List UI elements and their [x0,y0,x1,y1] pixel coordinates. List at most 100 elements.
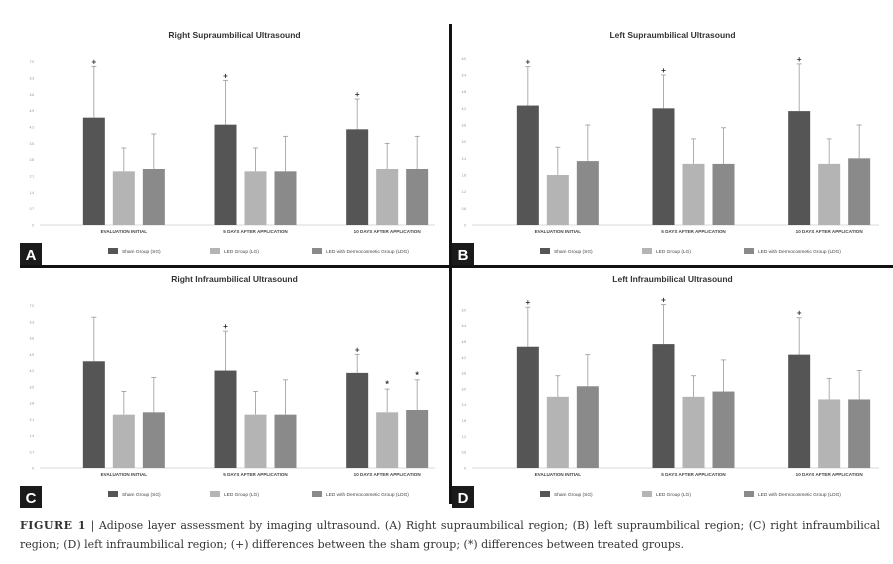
panel-a-bar [82,117,105,225]
panel-b-ytick-label: 0 [464,224,466,228]
panel-b-bar [682,163,705,225]
panel-b-title: Left Supraumbilical Ultrasound [609,30,735,40]
panel-c-ytick-label: 2.1 [30,418,35,422]
panel-a-legend-swatch [312,248,322,254]
panel-d-ytick-label: 0.6 [462,451,467,455]
panel-a-ytick-label: 5.6 [30,93,35,97]
panel-a-legend-label: Sham Group (SG) [122,249,161,255]
panel-a-category-label: EVALUATION INITIAL [101,229,148,234]
panel-d-ytick-label: 4.2 [462,356,467,360]
panel-d-letter: D [458,490,469,507]
panel-b-category-label: EVALUATION INITIAL [535,229,582,234]
panel-d-chart: Left Infraumbilical Ultrasound 0 0.6 1.2 1.8… [452,274,879,508]
panel-d-bar [516,346,539,468]
panel-b-legend-label: LED with Dermocosmetic Group (LDG) [758,249,841,255]
panel-a-category-label: 5 DAYS AFTER APPLICATION [223,229,288,234]
panel-a-bar [274,171,297,225]
panel-d-ytick-label: 2.4 [462,403,467,407]
panel-d-bar [712,391,735,468]
panel-b-category-label: 5 DAYS AFTER APPLICATION [661,229,726,234]
panel-c-letter-box [20,486,42,508]
panel-a-ytick-label: 2.1 [30,175,35,179]
panel-d-legend-swatch [642,491,652,497]
panel-b-ytick-label: 3.0 [462,140,467,144]
panel-a-bar [406,169,429,225]
panel-d-bar [546,396,569,468]
caption-label: FIGURE 1 [20,519,87,532]
panel-d-bar [682,396,705,468]
panel-b-bar [576,161,599,225]
panel-a-ytick-label: 4.2 [30,126,35,130]
panel-a-ytick-label: 2.8 [30,158,35,162]
panel-d-ytick-label: 1.8 [462,419,467,423]
panel-a-significance-marker: + [223,71,228,80]
panel-d-ytick-label: 0 [464,467,466,471]
panel-b-bar [546,175,569,225]
panel-b-bar [652,108,675,225]
horizontal-divider [20,265,893,268]
panel-d-legend-label: LED with Dermocosmetic Group (LDG) [758,492,841,498]
panel-d-ytick-label: 4.8 [462,340,467,344]
panel-b-significance-marker: + [661,66,666,75]
panel-b-bar [516,105,539,225]
panel-a-bar [214,124,237,225]
panel-d-significance-marker: + [525,298,530,307]
panel-c-bar [244,414,267,468]
panel-b-legend-swatch [642,248,652,254]
panel-a-legend-label: LED Group (LG) [224,249,259,255]
panel-d-bar [652,344,675,468]
panel-b-significance-marker: + [797,55,802,64]
panel-c-legend-swatch [210,491,220,497]
panel-d-ytick-label: 6.0 [462,308,467,312]
panel-a-ytick-label: 6.3 [30,77,35,81]
panel-c-legend-label: LED Group (LG) [224,492,259,498]
panel-a-letter-box [20,243,42,265]
panel-a-letter: A [26,247,37,264]
panel-b-ytick-label: 0.6 [462,207,467,211]
panel-a-ytick-label: 1.4 [30,191,35,195]
panel-b-ytick-label: 4.8 [462,90,467,94]
panel-d-ytick-label: 1.2 [462,435,467,439]
panel-b-bar [712,163,735,225]
panel-c-legend-swatch [312,491,322,497]
panel-c-category-label: 5 DAYS AFTER APPLICATION [223,472,288,477]
panel-d-ytick-label: 3.0 [462,387,467,391]
panel-c-significance-marker: + [223,322,228,331]
panel-c-ytick-label: 4.2 [30,369,35,373]
panel-a-bar [346,129,369,225]
panel-d-legend-swatch [540,491,550,497]
panel-c-chart: Right Infraumbilical Ultrasound 0 0.7 1.4 2.… [20,274,435,508]
panel-a-title: Right Supraumbilical Ultrasound [168,30,300,40]
panel-d-significance-marker: + [797,309,802,318]
panel-a-category-label: 10 DAYS AFTER APPLICATION [354,229,422,234]
panel-a-legend-swatch [210,248,220,254]
panel-c-letter: C [26,490,37,507]
panel-b-ytick-label: 1.2 [462,190,467,194]
panel-c-legend-label: Sham Group (SG) [122,492,161,498]
panel-c-significance-marker: * [385,379,389,389]
panel-d-ytick-label: 3.6 [462,372,467,376]
panel-b-ytick-label: 1.8 [462,174,467,178]
panel-c-category-label: 10 DAYS AFTER APPLICATION [354,472,422,477]
panel-d-bar [848,399,871,468]
panel-c-ytick-label: 7.0 [30,304,35,308]
panel-a-bar [244,171,267,225]
panel-a-ytick-label: 3.5 [30,142,35,146]
figure-caption: FIGURE 1 | Adipose layer assessment by i… [20,516,880,554]
panel-d-legend-label: LED Group (LG) [656,492,691,498]
panel-c-ytick-label: 6.3 [30,320,35,324]
panel-b-legend-label: Sham Group (SG) [554,249,593,255]
panel-b-letter-box [452,243,474,265]
panel-c-bar [142,412,165,468]
panel-c-bar [376,412,399,468]
panel-c-significance-marker: + [355,345,360,354]
panel-c-ytick-label: 4.9 [30,353,35,357]
panel-c-ytick-label: 2.8 [30,402,35,406]
panel-a-ytick-label: 0.7 [30,207,35,211]
panel-c-ytick-label: 1.4 [30,434,35,438]
panel-c-ytick-label: 0 [32,467,34,471]
panel-c-ytick-label: 5.6 [30,337,35,341]
panel-b-legend-label: LED Group (LG) [656,249,691,255]
panel-b-significance-marker: + [525,58,530,67]
